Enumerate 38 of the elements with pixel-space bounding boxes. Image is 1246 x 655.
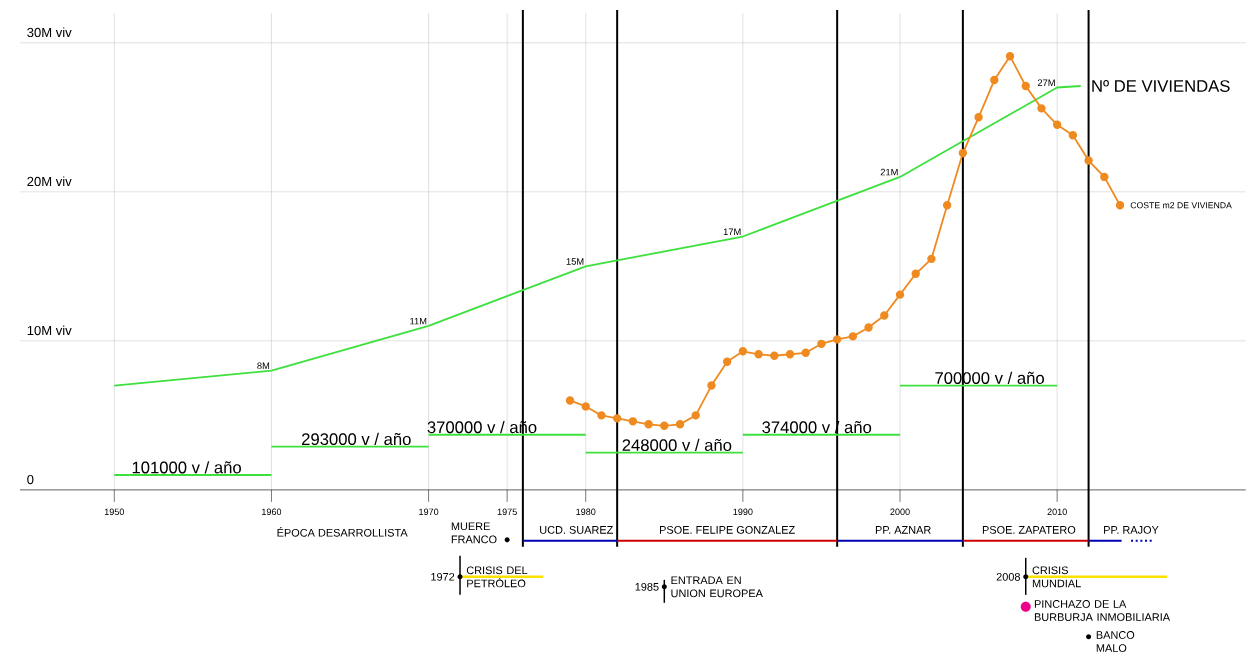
x-tick-label: 1990 — [733, 508, 753, 516]
text: ÉPOCA DESARROLLISTA — [277, 527, 408, 537]
text: PSOE. FELIPE GONZALEZ — [660, 526, 795, 534]
annotation: 248000 v / año — [622, 438, 732, 452]
text: 1972 — [431, 573, 455, 581]
x-tick-label: 2000 — [890, 508, 910, 516]
text: UCD. SUAREZ — [540, 526, 613, 534]
x-tick-label: 1970 — [419, 508, 439, 516]
text: 2008 — [996, 573, 1020, 581]
data-label: 8M — [257, 362, 270, 370]
x-tick-label: 1960 — [262, 508, 282, 516]
text: PINCHAZO DE LA BURBURJA INMOBILIARIA — [1034, 600, 1171, 622]
x-tick-label: 1950 — [104, 508, 125, 516]
text: PP. RAJOY — [1104, 526, 1159, 534]
text: CRISIS DEL PETRÓLEO — [466, 566, 528, 588]
text: MUERE FRANCO — [451, 522, 497, 544]
series-label: COSTE m2 DE VIVIENDA — [1130, 202, 1232, 209]
data-label: 21M — [880, 168, 898, 176]
y-tick-label: 10M viv — [27, 325, 72, 336]
data-label: 17M — [723, 228, 741, 236]
text: 1985 — [635, 583, 659, 591]
y-tick-label: 20M viv — [27, 176, 72, 187]
data-label: 27M — [1037, 79, 1055, 86]
text: CRISIS MUNDIAL — [1032, 566, 1081, 588]
data-label: 15M — [566, 258, 584, 265]
y-tick-label: 0 — [27, 475, 34, 485]
annotation: 101000 v / año — [132, 461, 241, 474]
x-tick-label: 1975 — [497, 508, 517, 516]
y-tick-label: 30M viv — [27, 27, 72, 38]
text: PP. AZNAR — [875, 526, 931, 534]
text: ENTRADA EN UNION EUROPEA — [671, 576, 763, 598]
x-tick-label: 2010 — [1047, 508, 1067, 516]
x-tick-label: 1980 — [576, 508, 596, 516]
text: BANCO MALO — [1096, 631, 1135, 653]
annotation: 293000 v / año — [302, 432, 411, 446]
text: PSOE. ZAPATERO — [982, 526, 1076, 534]
series-label: Nº DE VIVIENDAS — [1092, 80, 1230, 92]
data-label: 11M — [410, 318, 427, 325]
